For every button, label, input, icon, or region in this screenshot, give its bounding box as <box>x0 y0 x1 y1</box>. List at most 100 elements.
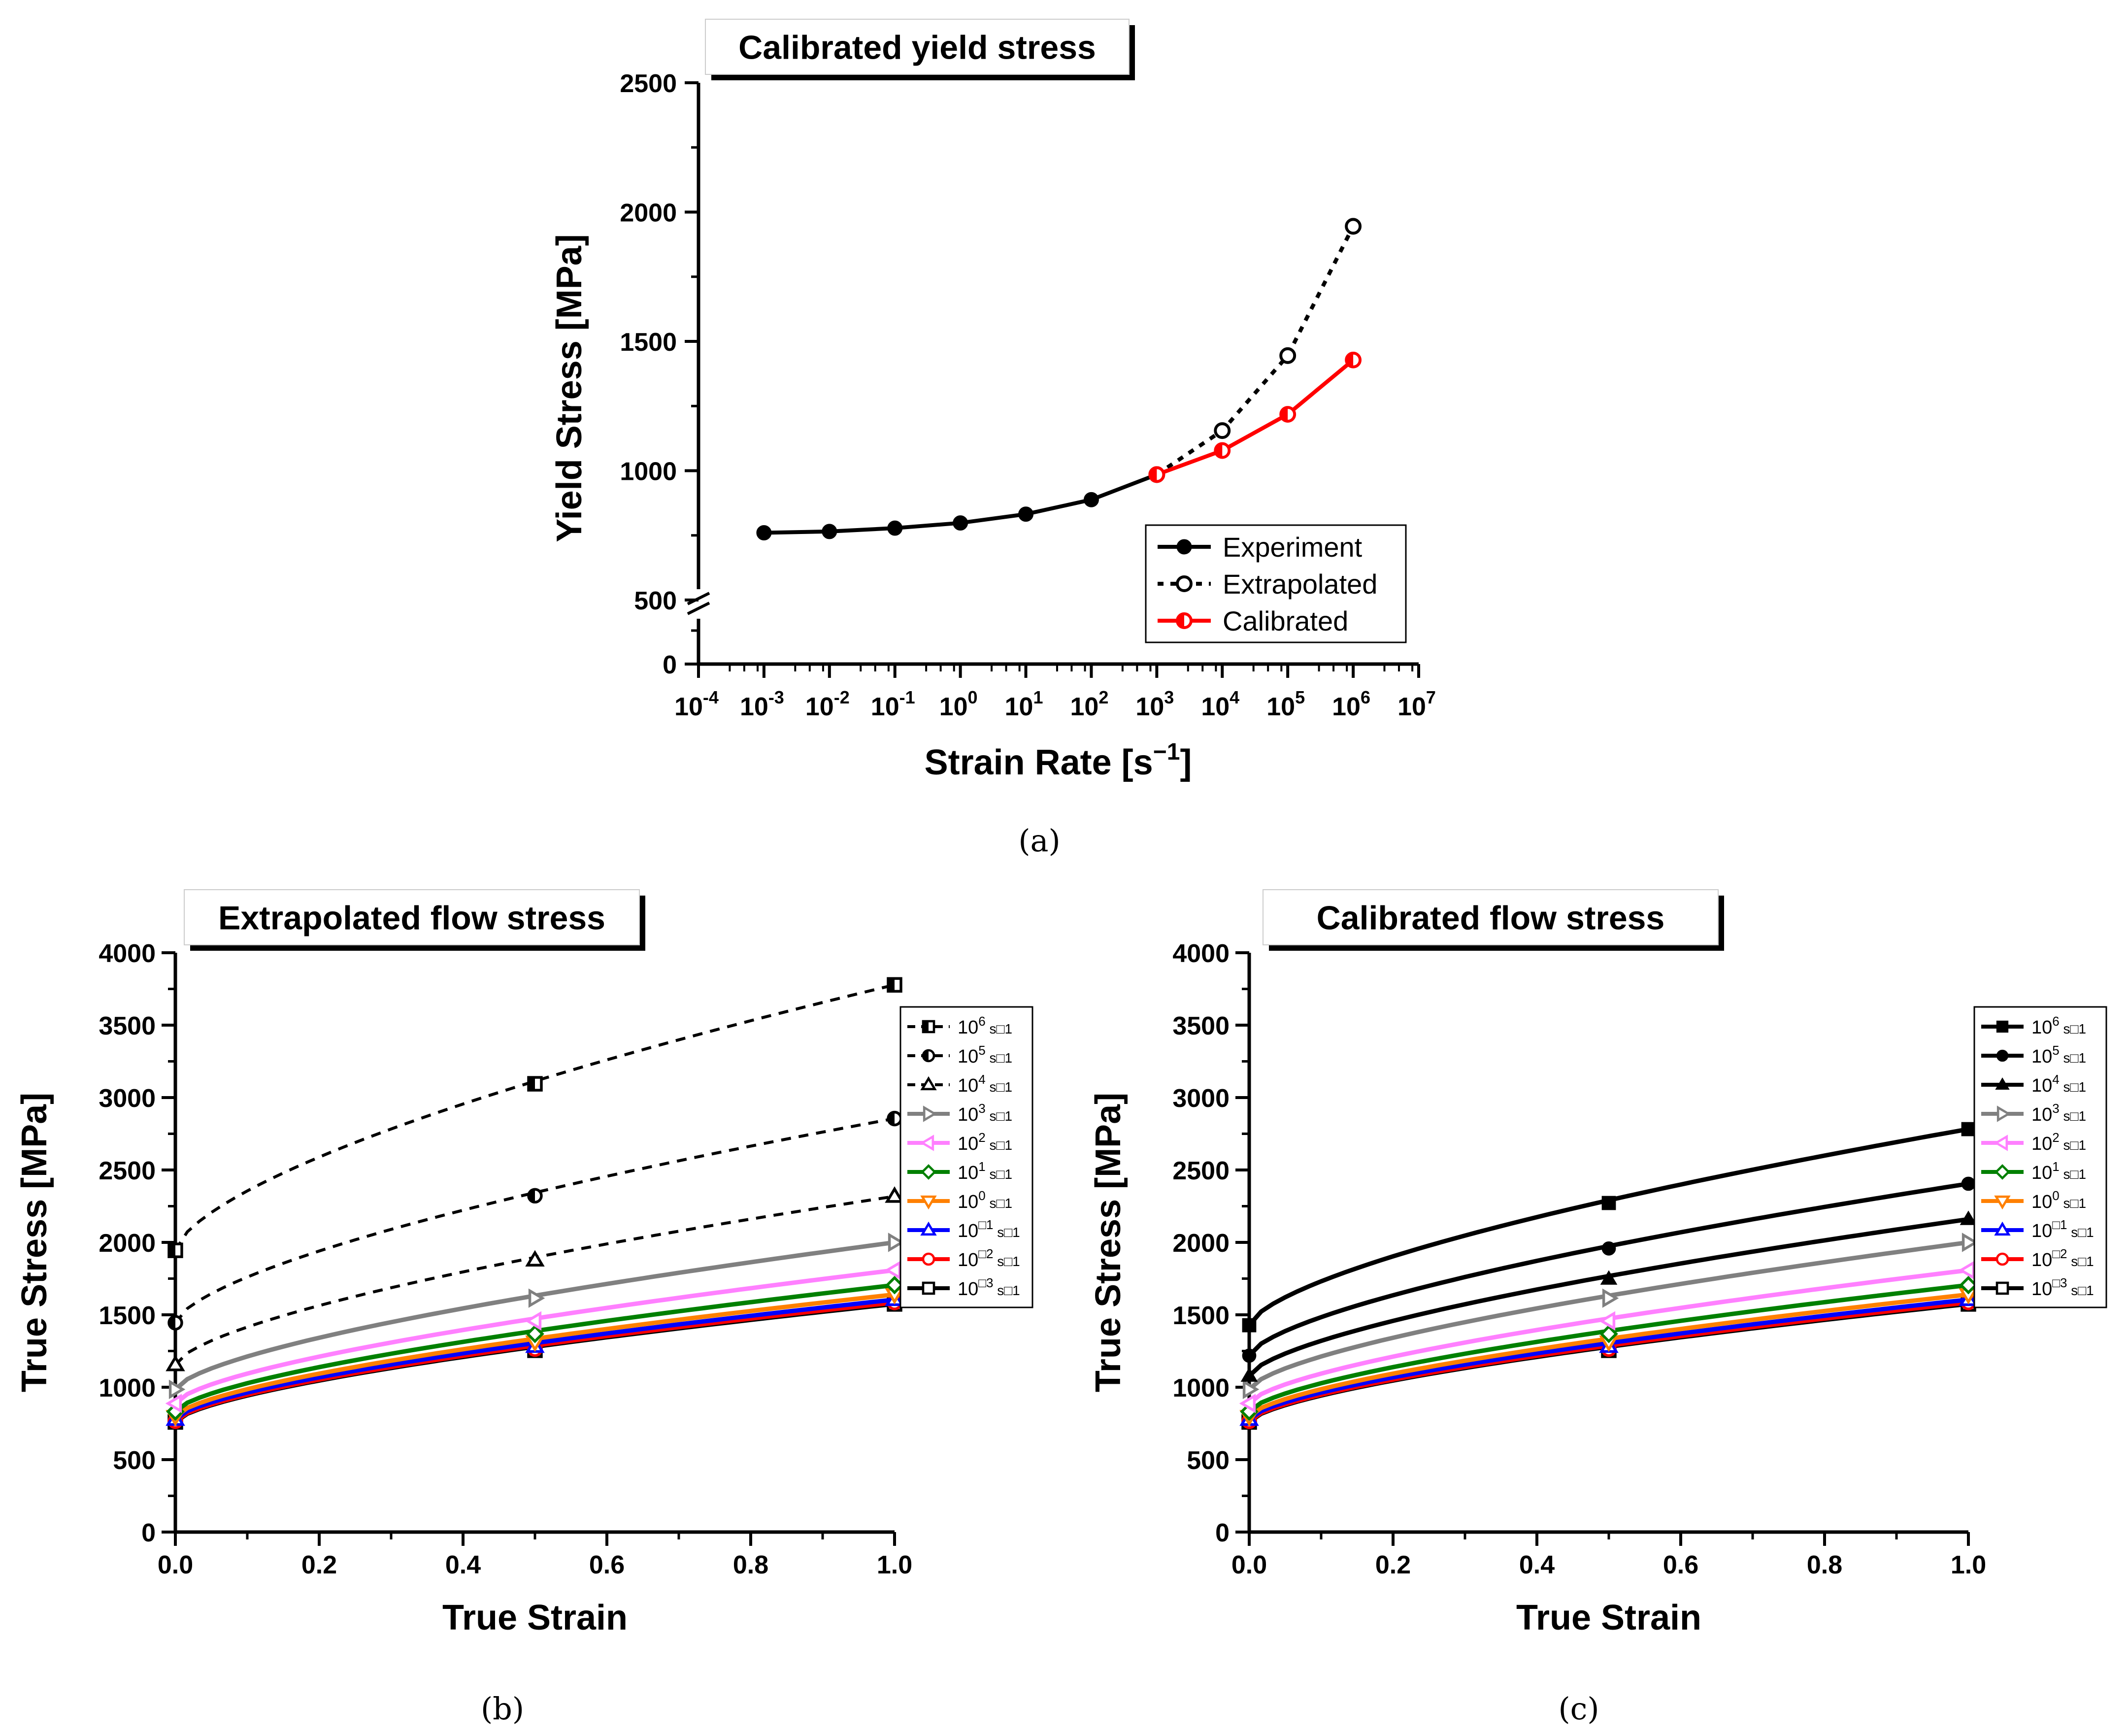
y-tick-label: 1500 <box>1172 1302 1230 1330</box>
series-line-2 <box>1156 358 1355 477</box>
data-point-marker <box>1600 1270 1618 1285</box>
marker-outline <box>1214 442 1231 459</box>
legend-marker <box>1996 1105 2011 1122</box>
y-tick-label: 0 <box>141 1519 156 1547</box>
marker-half <box>923 1021 929 1032</box>
marker-outline <box>1279 406 1297 423</box>
legend-label: 10□3 s□1 <box>958 1275 1020 1300</box>
data-point-marker <box>1601 1241 1616 1256</box>
data-point-marker <box>1083 492 1099 507</box>
data-point-marker <box>953 515 968 531</box>
x-axis-label: Strain Rate [s−1] <box>925 739 1192 782</box>
data-point-marker <box>888 1233 905 1252</box>
data-point-marker <box>527 1188 543 1204</box>
data-point-marker <box>1598 1311 1616 1331</box>
marker-outline <box>1176 612 1193 629</box>
marker-outline <box>527 1188 543 1204</box>
data-point-marker <box>166 1355 185 1371</box>
marker-outline <box>922 1049 935 1063</box>
y-tick-label: 1000 <box>99 1374 156 1402</box>
legend-label: 102 s□1 <box>2031 1130 2086 1154</box>
x-tick-label: 0.4 <box>1519 1551 1555 1579</box>
x-tick-label: 102 <box>1070 687 1109 721</box>
y-tick-label: 1000 <box>1172 1374 1230 1402</box>
series-line-1 <box>1156 225 1355 476</box>
data-point-marker <box>1961 1122 1976 1136</box>
x-tick-label: 0.6 <box>1663 1551 1698 1579</box>
legend-marker <box>923 1105 937 1122</box>
y-tick-label: 1500 <box>99 1302 156 1330</box>
data-point-marker <box>1279 347 1297 364</box>
x-tick-label: 106 <box>1332 687 1370 721</box>
legend-marker <box>1176 612 1193 629</box>
legend-marker <box>1996 1049 2009 1062</box>
chart-title: Calibrated yield stress <box>738 29 1096 66</box>
x-tick-label: 10-2 <box>805 687 850 721</box>
data-point-marker <box>168 1379 186 1400</box>
legend-marker <box>922 1049 935 1063</box>
legend-label: 10□2 s□1 <box>958 1246 1020 1270</box>
legend-label: 106 s□1 <box>958 1014 1012 1038</box>
data-point-marker <box>165 1394 182 1413</box>
y-tick-label: 3000 <box>1172 1084 1230 1113</box>
title-box <box>705 19 1130 75</box>
data-point-marker <box>887 520 903 536</box>
y-tick-label: 4000 <box>99 939 156 968</box>
legend-marker <box>1176 575 1193 592</box>
y-tick-label: 3000 <box>99 1084 156 1113</box>
legend-label: 101 s□1 <box>958 1159 1012 1183</box>
data-point-marker <box>1242 1348 1257 1363</box>
series-curve-0 <box>174 983 895 1251</box>
data-point-marker <box>822 524 837 539</box>
x-tick-label: 10-1 <box>871 687 915 721</box>
marker-outline <box>1148 466 1165 483</box>
title-box <box>184 889 640 945</box>
legend-label: 10□3 s□1 <box>2031 1275 2094 1300</box>
y-tick-label: 2000 <box>620 199 677 228</box>
legend-marker <box>920 1221 937 1236</box>
panel-c-chart: Calibrated flow stress 0 500 1000 1500 2000 25… <box>1089 889 2107 1637</box>
series-curve-1 <box>174 1117 895 1324</box>
chart-title: Extrapolated flow stress <box>218 899 605 936</box>
data-point-marker <box>1214 422 1231 439</box>
data-point-marker <box>525 1250 545 1267</box>
title-box <box>1263 889 1719 945</box>
legend-label: Extrapolated <box>1223 568 1377 600</box>
legend-label: 10□2 s□1 <box>2031 1246 2094 1270</box>
data-point-marker <box>885 1186 904 1203</box>
legend-label: 100 s□1 <box>958 1188 1012 1212</box>
legend-marker <box>922 1020 935 1034</box>
data-point-marker <box>1279 406 1297 423</box>
legend-label: 104 s□1 <box>958 1072 1012 1096</box>
legend-marker <box>1995 1077 2010 1090</box>
legend-marker <box>922 1281 935 1295</box>
x-tick-label: 100 <box>939 687 978 721</box>
y-axis-label: True Stress [MPa] <box>1089 1093 1128 1392</box>
marker-half <box>888 978 895 992</box>
legend-label: 106 s□1 <box>2031 1014 2086 1038</box>
x-tick-label: 107 <box>1397 687 1436 721</box>
legend-label: 105 s□1 <box>958 1043 1012 1067</box>
caption-a: (a) <box>1018 823 1060 859</box>
legend-label: 102 s□1 <box>958 1130 1012 1154</box>
data-point-marker <box>756 525 772 540</box>
legend-marker <box>920 1135 934 1151</box>
data-point-marker <box>1601 1196 1616 1210</box>
legend-marker <box>1994 1195 2011 1210</box>
legend-marker <box>921 1164 936 1180</box>
legend-label: 100 s□1 <box>2031 1188 2086 1212</box>
chart-title: Calibrated flow stress <box>1317 899 1665 936</box>
legend-marker <box>920 1076 937 1091</box>
marker-outline <box>1345 351 1362 368</box>
data-point-marker <box>167 1242 183 1258</box>
y-axis-label: Yield Stress [MPa] <box>550 234 589 542</box>
y-tick-label: 2000 <box>99 1229 156 1258</box>
legend-marker <box>922 1252 935 1266</box>
x-tick-label: 0.4 <box>445 1551 481 1579</box>
data-point-marker <box>1242 1318 1257 1333</box>
data-point-marker <box>887 977 902 993</box>
y-tick-label: 2500 <box>1172 1157 1230 1185</box>
y-tick-label: 1500 <box>620 328 677 357</box>
legend-marker <box>1996 1020 2009 1033</box>
